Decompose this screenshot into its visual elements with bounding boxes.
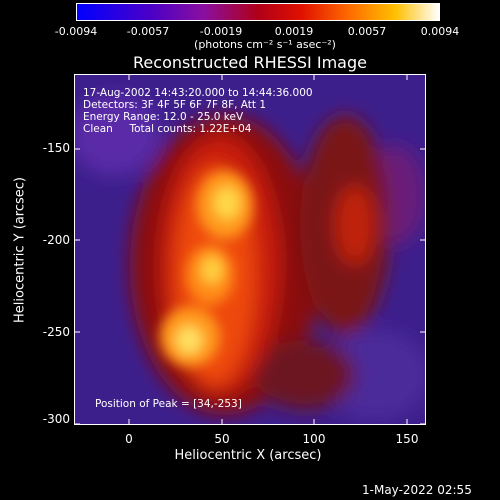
x-axis-label: Heliocentric X (arcsec) [174,448,322,463]
x-tick-label: 0 [125,432,133,446]
colorbar-unit-label: (photons cm⁻² s⁻¹ asec⁻²) [194,38,336,51]
colorbar-tick: 0.0019 [274,25,314,38]
footer-timestamp: 1-May-2022 02:55 [362,483,472,497]
x-tick-label: 100 [302,432,326,446]
y-tick-label: -200 [42,233,70,247]
image-title: Reconstructed RHESSI Image [133,53,367,72]
energy-range-text: Energy Range: 12.0 - 25.0 keV [83,111,244,123]
colorbar-tick: 0.0094 [420,25,460,38]
image-plot[interactable]: 17-Aug-2002 14:43:20.000 to 14:44:36.000… [74,74,426,425]
colorbar [76,3,440,21]
y-tick-label: -250 [42,325,70,339]
colorbar-tick: 0.0057 [347,25,387,38]
y-axis-label: Heliocentric Y (arcsec) [12,177,28,323]
y-tick-label: -300 [42,412,70,426]
flux-map [75,75,425,424]
colorbar-tick: -0.0094 [54,25,98,38]
detectors-text: Detectors: 3F 4F 5F 6F 7F 8F, Att 1 [83,99,267,111]
x-tick-label: 50 [214,432,230,446]
time-range-text: 17-Aug-2002 14:43:20.000 to 14:44:36.000 [83,87,313,99]
clean-counts-text: Clean Total counts: 1.22E+04 [83,123,252,135]
colorbar-tick: -0.0057 [126,25,170,38]
y-tick-label: -150 [42,141,70,155]
x-tick-label: 150 [395,432,419,446]
colorbar-tick: -0.0019 [199,25,243,38]
peak-position-text: Position of Peak = [34,-253] [95,398,242,410]
